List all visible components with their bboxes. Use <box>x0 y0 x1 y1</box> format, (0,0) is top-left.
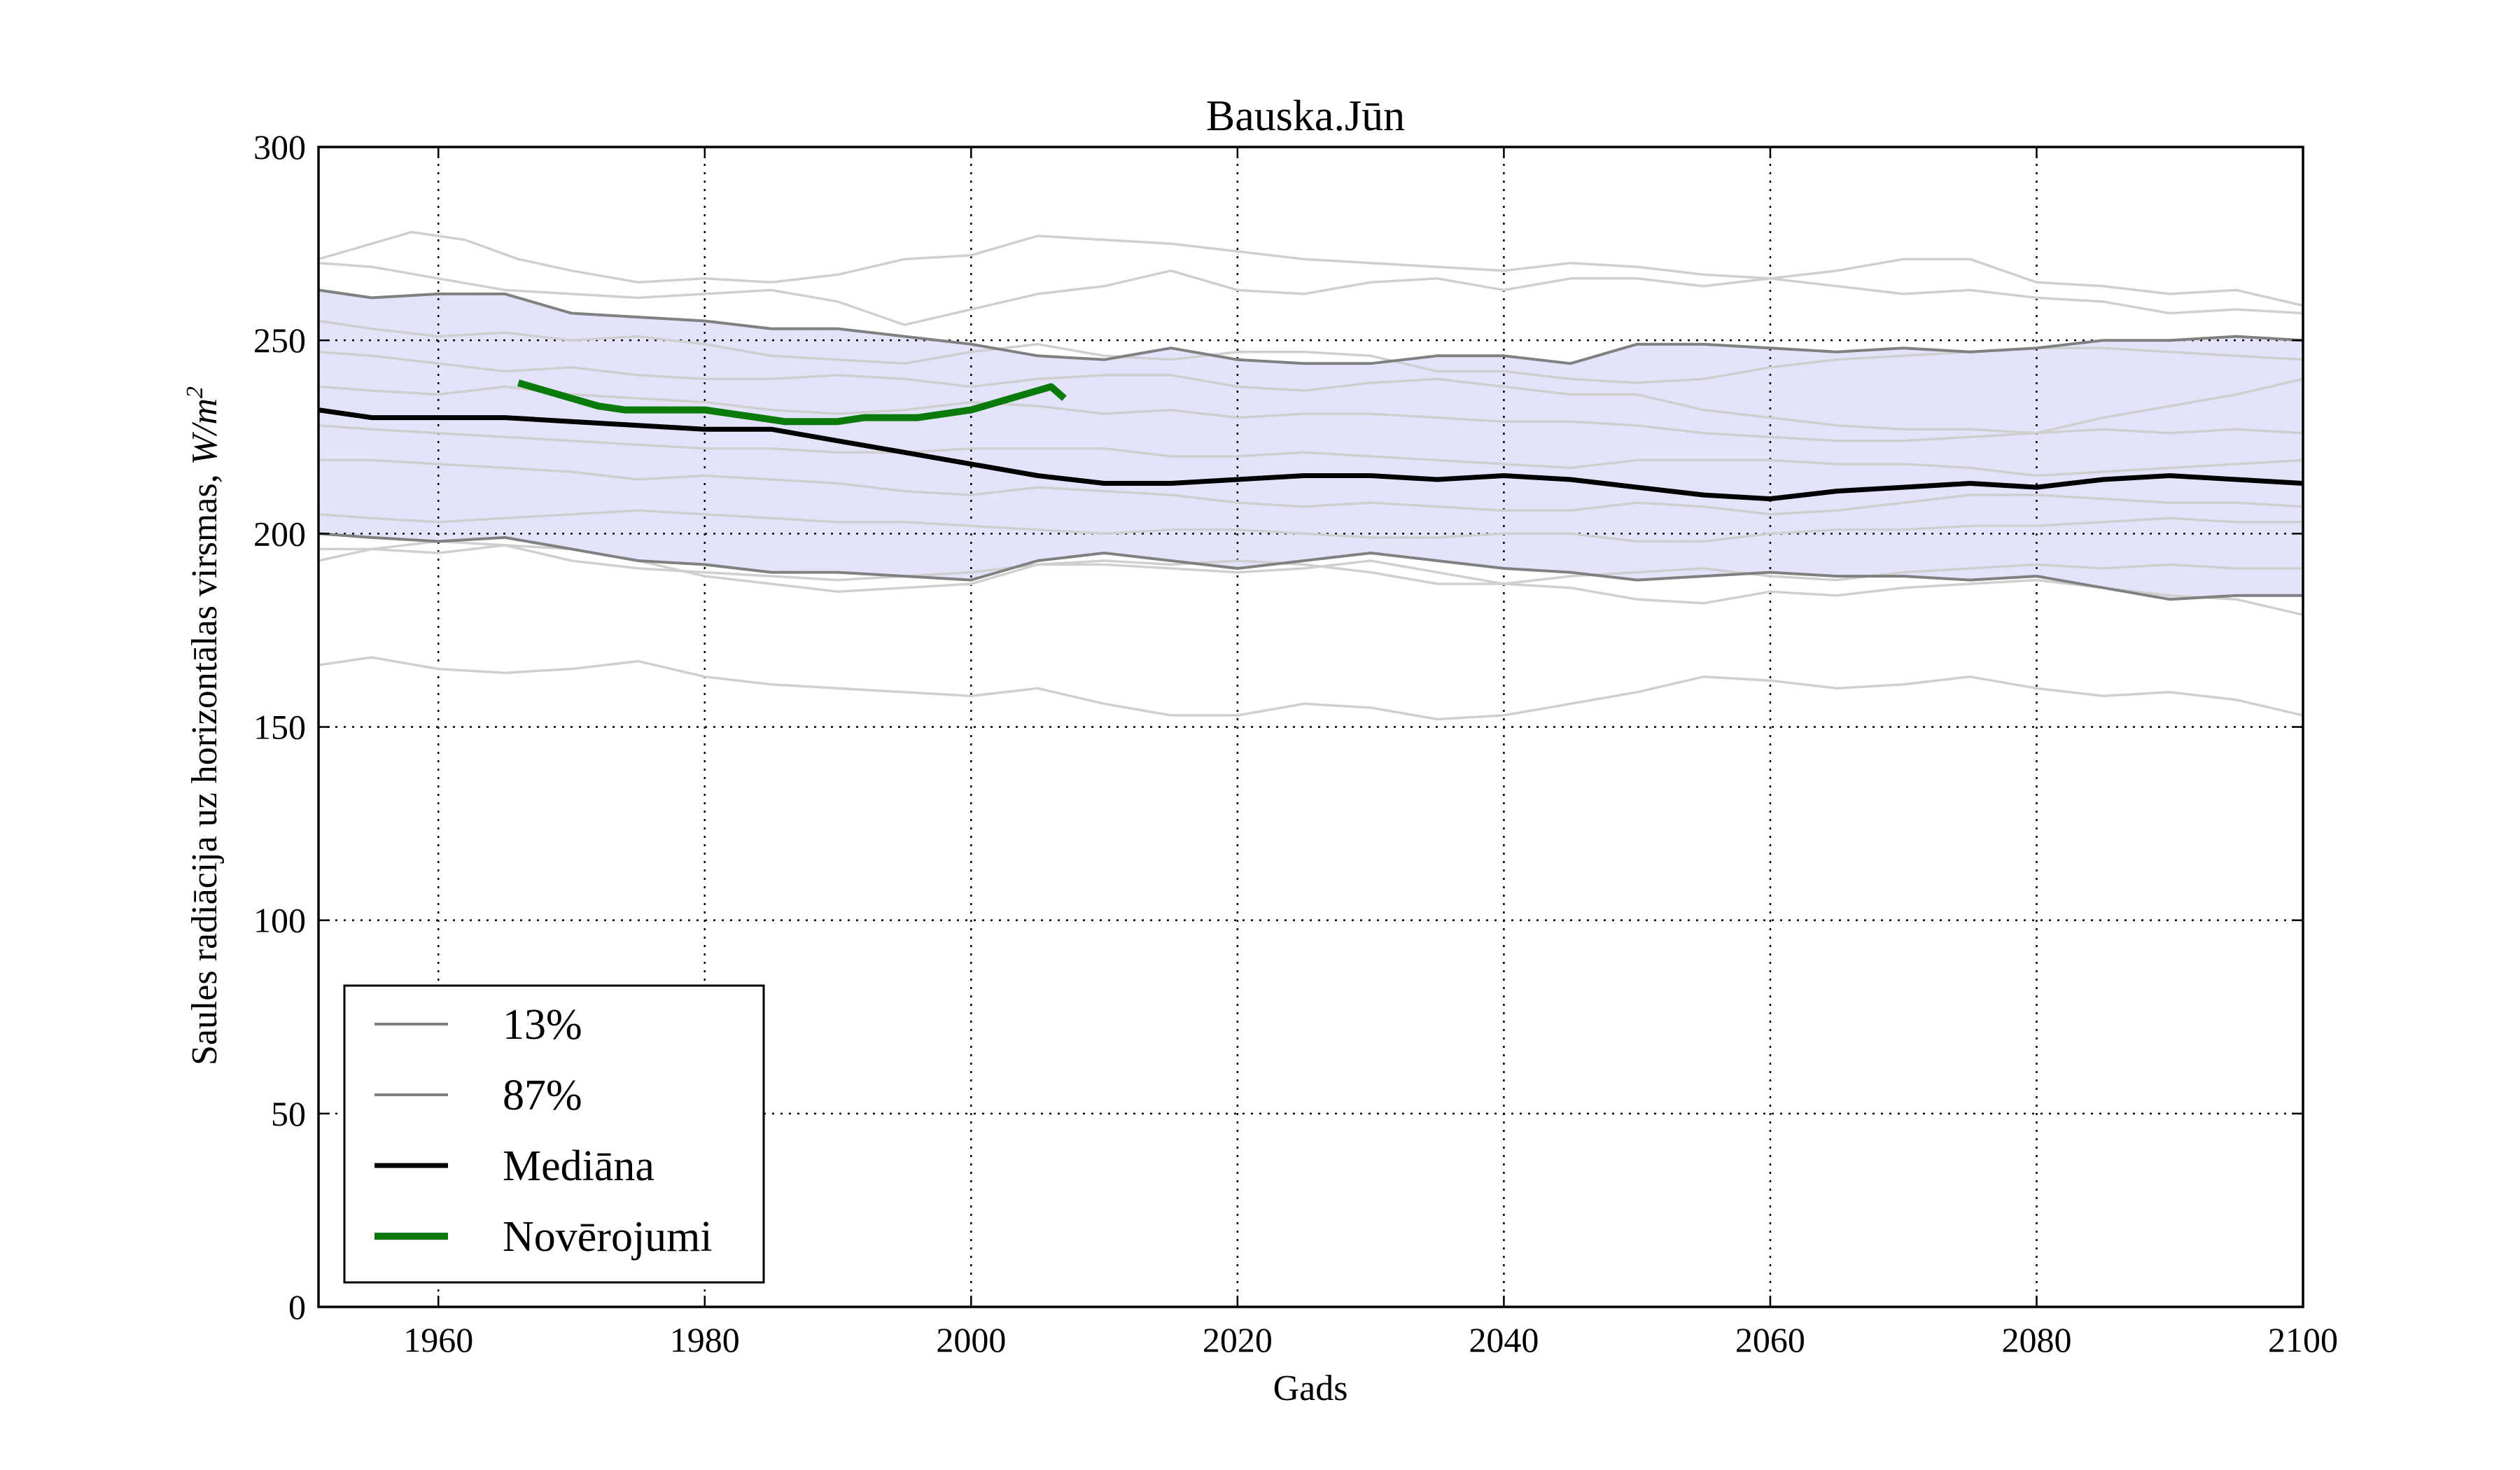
legend-label: Novērojumi <box>503 1213 713 1261</box>
observations-line <box>517 379 1067 426</box>
median-line <box>318 407 2304 502</box>
legend-label: Mediāna <box>503 1142 654 1190</box>
y-tick-label: 100 <box>253 901 306 940</box>
ensemble-member-line <box>318 230 2304 307</box>
percentile-band <box>318 290 2303 600</box>
y-tick-label: 150 <box>253 708 306 747</box>
ensemble-member-line <box>318 350 2304 435</box>
x-tick-label: 2020 <box>1203 1320 1273 1359</box>
y-tick-label: 50 <box>271 1094 306 1133</box>
x-tick-label: 2060 <box>1735 1320 1805 1359</box>
x-tick-labels: 1960 1980 2000 2020 2040 2060 2080 2100 <box>403 1320 2338 1359</box>
x-tick-label: 2080 <box>2001 1320 2071 1359</box>
y-tick-label: 250 <box>253 321 306 360</box>
x-tick-label: 2000 <box>936 1320 1006 1359</box>
x-tick-label: 2040 <box>1469 1320 1539 1359</box>
legend-label: 87% <box>503 1072 582 1119</box>
ensemble-member-line <box>318 424 2304 477</box>
legend-label: 13% <box>503 1001 582 1049</box>
plot-area <box>317 146 2304 1308</box>
x-tick-label: 2100 <box>2268 1320 2338 1359</box>
p13-line <box>318 532 2303 601</box>
y-tick-label: 0 <box>288 1287 306 1326</box>
ensemble-member-line <box>318 261 2304 326</box>
legend: 13% 87% Mediāna Novērojumi <box>343 984 765 1284</box>
ensemble-member-line <box>318 377 2304 442</box>
x-tick-label: 1980 <box>670 1320 740 1359</box>
ensemble-member-line <box>318 509 2303 543</box>
y-tick-label: 200 <box>253 514 306 553</box>
p87-line <box>318 288 2304 365</box>
axis-ticks <box>318 146 2304 1308</box>
y-tick-label: 300 <box>253 127 306 167</box>
y-axis-label-text: Saules radiācija uz horizontālas virsmas… <box>185 465 225 1065</box>
chart-title: Bauska.Jūn <box>1206 92 1405 140</box>
ensemble-members <box>318 230 2304 721</box>
x-axis-label: Gads <box>1273 1368 1348 1408</box>
y-axis-label-unit-exponent: 2 <box>182 386 208 398</box>
ensemble-member-line <box>318 540 2304 617</box>
y-tick-labels: 0 50 100 150 200 250 300 <box>253 127 306 1326</box>
ensemble-member-line <box>318 458 2304 516</box>
series-lines <box>318 288 2304 601</box>
y-axis-label-unit: W/m <box>185 398 225 465</box>
x-tick-label: 1960 <box>403 1320 473 1359</box>
ensemble-member-line <box>318 656 2304 721</box>
y-axis-label: Saules radiācija uz horizontālas virsmas… <box>182 386 225 1065</box>
